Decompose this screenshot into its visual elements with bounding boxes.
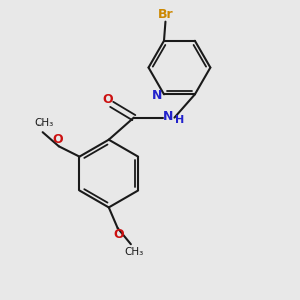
Text: O: O xyxy=(113,228,124,241)
Text: OCH₃: OCH₃ xyxy=(41,123,44,124)
Text: Br: Br xyxy=(158,8,173,21)
Text: H: H xyxy=(175,115,184,125)
Text: O: O xyxy=(52,133,63,146)
Text: N: N xyxy=(152,89,163,102)
Text: CH₃: CH₃ xyxy=(124,248,143,257)
Text: CH₃: CH₃ xyxy=(34,118,54,128)
Text: O: O xyxy=(103,93,113,106)
Text: N: N xyxy=(163,110,173,123)
Text: methoxy: methoxy xyxy=(38,124,44,125)
